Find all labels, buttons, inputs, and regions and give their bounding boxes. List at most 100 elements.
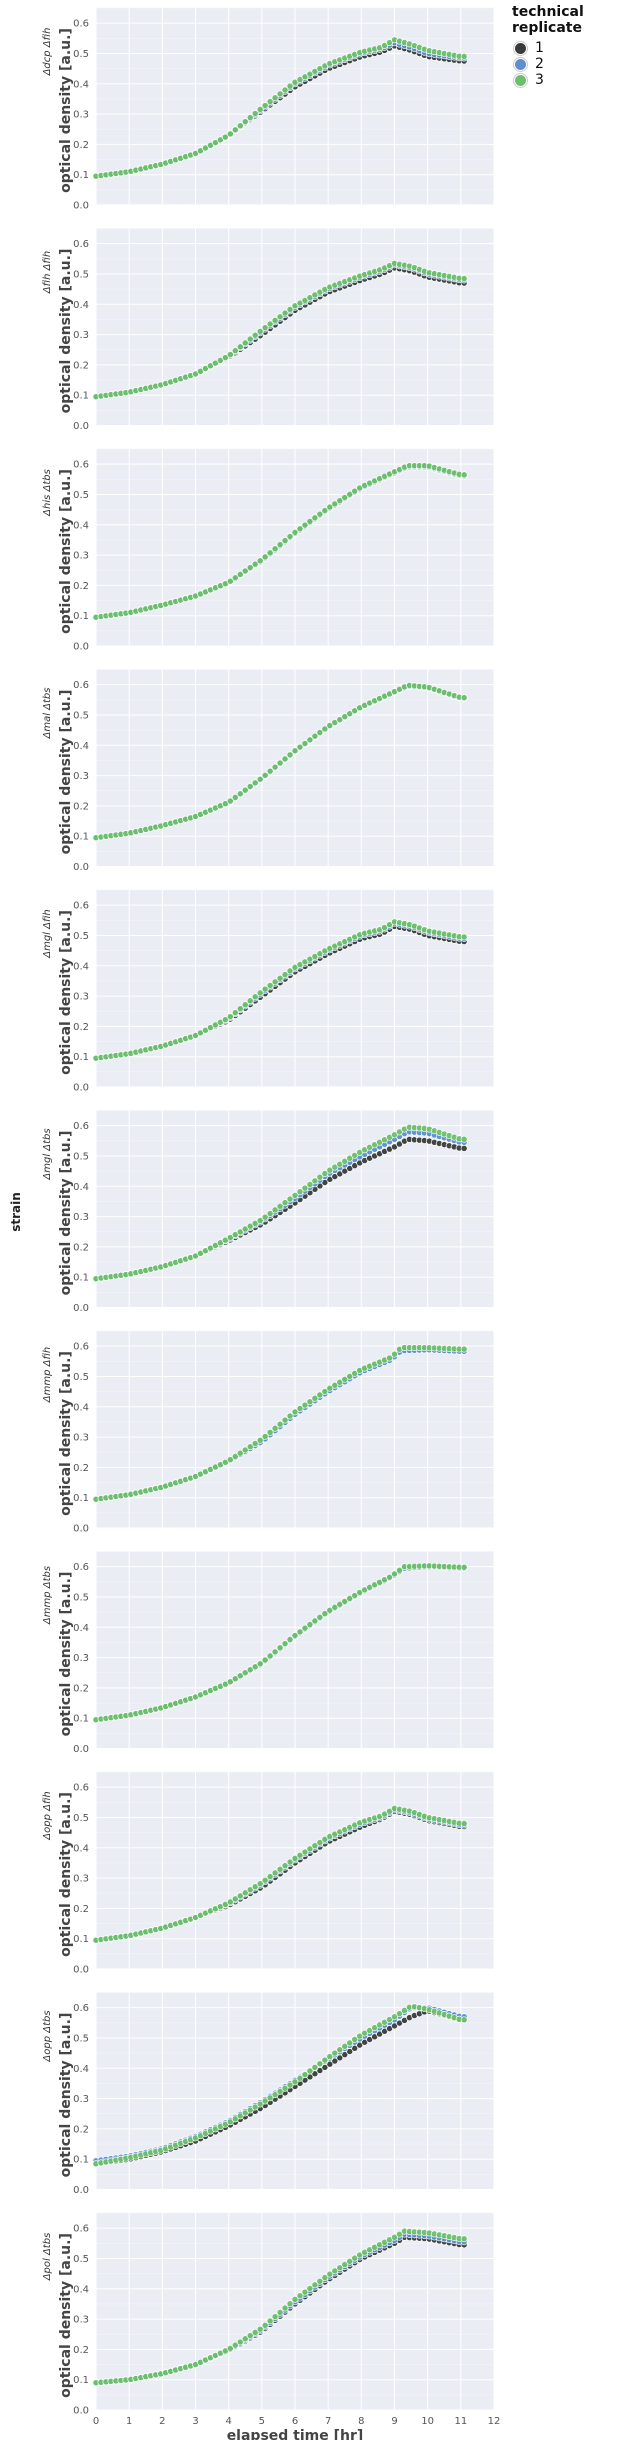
x-tick-label: 1 — [126, 2416, 132, 2427]
y-tick-label: 0.2 — [73, 1683, 89, 1694]
x-tick-label: 5 — [259, 2416, 265, 2427]
data-point-rep-3 — [460, 53, 468, 60]
y-tick-label: 0.2 — [73, 140, 89, 151]
data-point-rep-3 — [276, 759, 284, 767]
y-tick-label: 0.2 — [73, 1022, 89, 1033]
data-point-rep-3 — [286, 1858, 294, 1866]
data-point-rep-3 — [460, 275, 468, 282]
data-point-rep-3 — [286, 82, 294, 90]
x-tick-label: 7 — [325, 2416, 331, 2427]
y-tick-label: 0.6 — [73, 1121, 89, 1132]
data-point-rep-3 — [331, 2049, 339, 2057]
data-point-rep-3 — [351, 1591, 359, 1599]
y-tick-label: 0.2 — [73, 581, 89, 592]
data-point-rep-3 — [306, 2285, 314, 2292]
y-tick-label: 0.2 — [73, 2345, 89, 2356]
data-point-rep-3 — [346, 2039, 354, 2047]
y-tick-label: 0.4 — [73, 1402, 89, 1413]
data-point-rep-3 — [271, 763, 279, 771]
x-tick-label: 0 — [93, 2416, 99, 2427]
data-point-rep-3 — [336, 1160, 344, 1168]
data-point-rep-3 — [331, 719, 339, 726]
data-point-rep-3 — [301, 740, 309, 747]
data-point-rep-3 — [261, 985, 269, 993]
data-point-rep-3 — [221, 1016, 229, 1024]
y-tick-label: 0.3 — [73, 771, 89, 782]
y-tick-label: 0.3 — [73, 330, 89, 341]
y-tick-label: 0.5 — [73, 1151, 89, 1162]
y-tick-label: 0.0 — [73, 862, 89, 873]
data-point-rep-3 — [391, 1350, 398, 1358]
data-point-rep-3 — [261, 1656, 269, 1664]
data-point-rep-3 — [291, 2295, 299, 2303]
y-tick-label: 0.3 — [73, 551, 89, 562]
strain-label: Δmal Δtbs — [42, 688, 53, 740]
data-point-rep-3 — [276, 2088, 284, 2095]
data-point-rep-3 — [286, 2300, 294, 2308]
data-point-rep-3 — [396, 2010, 403, 2018]
data-point-rep-3 — [396, 1566, 403, 1574]
data-point-rep-3 — [271, 2091, 279, 2099]
data-point-rep-3 — [321, 725, 329, 733]
data-point-rep-3 — [256, 2325, 264, 2333]
data-point-rep-3 — [306, 1181, 314, 1188]
data-point-rep-3 — [331, 2267, 339, 2275]
y-tick-label: 0.2 — [73, 801, 89, 812]
data-point-rep-3 — [346, 1154, 354, 1162]
data-point-rep-3 — [271, 545, 279, 553]
data-point-rep-3 — [231, 1009, 239, 1017]
legend-label-3: 3 — [535, 72, 544, 88]
data-point-rep-3 — [391, 2013, 398, 2021]
data-point-rep-3 — [311, 1617, 319, 1625]
y-axis-title: optical density [a.u.] — [58, 1792, 74, 1957]
data-point-rep-3 — [321, 507, 329, 514]
data-point-rep-3 — [460, 2235, 468, 2243]
data-point-rep-3 — [326, 1384, 334, 1392]
y-axis-title: optical density [a.u.] — [58, 2233, 74, 2398]
data-point-rep-3 — [241, 2109, 249, 2117]
strain-label: Δopp Δtbs — [42, 2010, 53, 2062]
data-point-rep-3 — [460, 471, 468, 479]
y-tick-label: 0.1 — [73, 1934, 89, 1945]
data-point-rep-3 — [236, 2338, 244, 2346]
data-point-rep-3 — [281, 537, 289, 544]
data-point-rep-3 — [311, 514, 319, 522]
data-point-rep-3 — [336, 716, 344, 724]
data-point-rep-3 — [281, 309, 289, 317]
y-axis-title: optical density [a.u.] — [58, 910, 74, 1075]
data-point-rep-3 — [460, 694, 468, 702]
y-tick-label: 0.1 — [73, 1052, 89, 1063]
data-point-rep-3 — [281, 86, 289, 94]
y-tick-label: 0.6 — [73, 460, 89, 471]
data-point-rep-3 — [251, 110, 259, 117]
data-point-rep-3 — [266, 549, 274, 557]
data-point-rep-3 — [261, 1213, 269, 1221]
data-point-rep-3 — [311, 1842, 319, 1850]
data-point-rep-3 — [231, 793, 239, 801]
y-tick-label: 0.1 — [73, 170, 89, 181]
data-point-rep-3 — [256, 1217, 264, 1224]
data-point-rep-3 — [326, 2270, 334, 2278]
data-point-rep-3 — [316, 1839, 324, 1846]
data-point-rep-3 — [276, 90, 284, 98]
data-point-rep-3 — [281, 2084, 289, 2092]
data-point-rep-3 — [301, 2071, 309, 2079]
y-tick-label: 0.5 — [73, 269, 89, 280]
x-tick-label: 4 — [225, 2416, 231, 2427]
data-point-rep-3 — [246, 1886, 254, 1894]
data-point-rep-3 — [321, 1610, 329, 1618]
data-point-rep-3 — [296, 1851, 304, 1859]
data-point-rep-3 — [396, 2230, 403, 2238]
y-tick-label: 0.6 — [73, 19, 89, 30]
data-point-rep-3 — [291, 747, 299, 755]
y-axis-title: optical density [a.u.] — [58, 1351, 74, 1516]
data-point-rep-3 — [256, 557, 264, 565]
y-tick-label: 0.6 — [73, 901, 89, 912]
data-point-rep-3 — [291, 1854, 299, 1862]
legend-swatch-1 — [514, 41, 527, 55]
data-point-rep-3 — [336, 2046, 344, 2054]
data-point-rep-3 — [246, 2332, 254, 2340]
